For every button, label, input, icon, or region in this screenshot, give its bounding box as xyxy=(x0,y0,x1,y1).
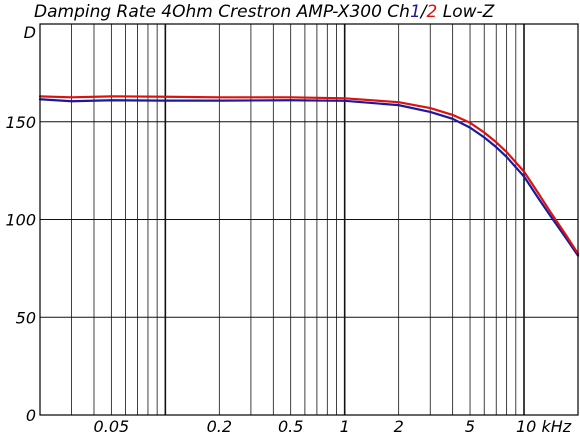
x-tick-label: 1 xyxy=(340,417,350,435)
y-tick-label: 150 xyxy=(5,113,36,132)
y-tick-label: 50 xyxy=(16,308,36,327)
title-part: / xyxy=(419,2,429,22)
title-part: Low-Z xyxy=(437,2,494,22)
x-tick-label: 0.5 xyxy=(278,417,303,435)
series-lines xyxy=(38,95,580,257)
y-tick-label: 100 xyxy=(5,211,36,230)
title-part: 2 xyxy=(427,2,438,22)
x-tick-label: 10 kHz xyxy=(516,417,572,435)
plot-frame xyxy=(39,23,579,416)
series-line-ch1 xyxy=(38,98,580,257)
x-tick-label: 0.2 xyxy=(207,417,232,435)
axis-labels: 0.05 0.2 0.5 1 2 5 10 kHz 0 50 100 150 D xyxy=(5,23,571,435)
y-tick-label: 0 xyxy=(26,406,36,425)
title-part: 1 xyxy=(410,2,421,22)
series-line-ch2 xyxy=(38,95,580,255)
chart-title: Damping Rate 4Ohm Crestron AMP-X300 Ch1/… xyxy=(34,2,495,22)
x-tick-label: 0.05 xyxy=(94,417,130,435)
x-tick-label: 2 xyxy=(394,417,404,435)
title-part: Damping Rate 4Ohm Crestron AMP-X300 Ch xyxy=(34,2,410,22)
grid-lines xyxy=(40,24,578,415)
y-axis-label: D xyxy=(24,23,36,42)
x-tick-label: 5 xyxy=(465,417,475,435)
